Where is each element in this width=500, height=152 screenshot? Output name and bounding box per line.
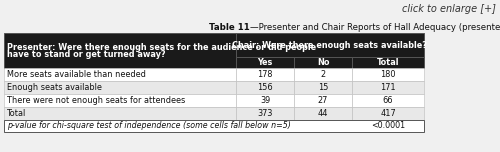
Bar: [236, 81, 294, 94]
Text: Presenter: Were there enough seats for the audience or did people: Presenter: Were there enough seats for t…: [7, 43, 316, 52]
Bar: [236, 33, 424, 57]
Text: p-value for chi-square test of independence (some cells fall below n=5): p-value for chi-square test of independe…: [7, 121, 291, 131]
Text: 66: 66: [383, 96, 393, 105]
Text: 417: 417: [380, 109, 396, 118]
Bar: [294, 57, 352, 68]
Bar: [294, 81, 352, 94]
Bar: [294, 107, 352, 120]
Text: Total: Total: [7, 109, 26, 118]
Text: Enough seats available: Enough seats available: [7, 83, 102, 92]
Bar: [236, 68, 294, 81]
Bar: [4, 33, 236, 68]
Text: 2: 2: [320, 70, 326, 79]
Text: —Presenter and Chair Reports of Hall Adequacy (presenter counts): —Presenter and Chair Reports of Hall Ade…: [250, 23, 500, 32]
Text: 44: 44: [318, 109, 328, 118]
Text: No: No: [317, 58, 329, 67]
Text: 27: 27: [318, 96, 328, 105]
Bar: [352, 57, 424, 68]
Text: 39: 39: [260, 96, 270, 105]
Text: More seats available than needed: More seats available than needed: [7, 70, 146, 79]
Text: 178: 178: [257, 70, 273, 79]
Text: 156: 156: [257, 83, 273, 92]
Text: There were not enough seats for attendees: There were not enough seats for attendee…: [7, 96, 185, 105]
Bar: [352, 81, 424, 94]
Text: have to stand or get turned away?: have to stand or get turned away?: [7, 50, 166, 59]
Text: Yes: Yes: [258, 58, 272, 67]
Bar: [236, 94, 294, 107]
Bar: [4, 94, 236, 107]
Text: 171: 171: [380, 83, 396, 92]
Bar: [352, 68, 424, 81]
Bar: [294, 68, 352, 81]
Text: 180: 180: [380, 70, 396, 79]
Text: Table 11: Table 11: [209, 23, 250, 32]
Text: Chair: Were there enough seats available?: Chair: Were there enough seats available…: [232, 40, 428, 50]
Bar: [236, 107, 294, 120]
Bar: [4, 81, 236, 94]
Bar: [352, 107, 424, 120]
Bar: [4, 107, 236, 120]
Bar: [352, 94, 424, 107]
Text: 373: 373: [258, 109, 272, 118]
Bar: [294, 94, 352, 107]
Text: 15: 15: [318, 83, 328, 92]
Text: Total: Total: [377, 58, 399, 67]
Bar: [236, 57, 294, 68]
Text: click to enlarge [+]: click to enlarge [+]: [402, 4, 496, 14]
Bar: [4, 68, 236, 81]
Bar: [4, 120, 424, 132]
Text: <0.0001: <0.0001: [371, 121, 405, 131]
